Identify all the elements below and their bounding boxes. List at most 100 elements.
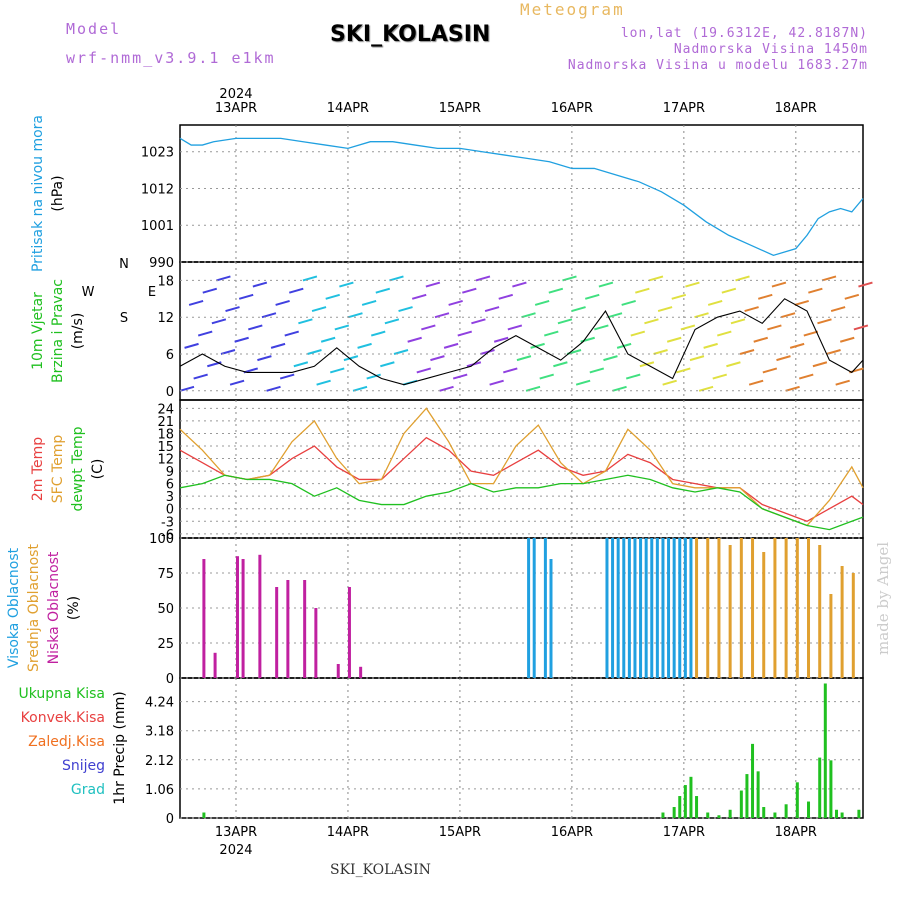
precip-bar	[823, 683, 827, 818]
wind-barb	[835, 379, 850, 386]
y-tick-label: 3.18	[145, 725, 174, 740]
wind-barb	[534, 299, 550, 306]
cloud-bar	[795, 538, 799, 678]
cloud-bar	[616, 538, 620, 678]
y-axis-label: (%)	[66, 596, 82, 620]
cloud-bar	[359, 666, 363, 678]
cloud-bar	[650, 538, 654, 678]
bottom-day-label: 15APR	[439, 825, 481, 840]
wind-barb	[334, 324, 350, 331]
wind-barb	[370, 330, 386, 337]
cloud-bar	[751, 538, 755, 678]
wind-barb	[266, 385, 281, 392]
pressure-line	[179, 137, 864, 257]
wind-barb	[621, 299, 636, 306]
wind-barb	[767, 324, 782, 331]
precip-legend-label: Konvek.Kisa	[21, 710, 105, 726]
top-day-label: 17APR	[663, 101, 705, 116]
y-axis-label: 2m Temp	[30, 437, 46, 501]
cloud-bar	[622, 538, 626, 678]
wind-barb	[698, 385, 714, 392]
wind-barb	[475, 275, 491, 282]
wind-barb	[707, 299, 723, 306]
y-tick-label: 21	[157, 415, 174, 430]
panel-frame-4	[179, 677, 864, 819]
precip-legend-label: Snijeg	[62, 758, 105, 774]
panel-frame-0	[179, 124, 864, 263]
cloud-bar	[241, 559, 245, 678]
wind-barb	[234, 336, 249, 343]
cloud-bar	[683, 538, 687, 678]
cloud-bar	[739, 538, 743, 678]
wind-barb	[694, 312, 709, 319]
cloud-bar	[235, 556, 239, 678]
top-day-label: 13APR	[215, 101, 257, 116]
precip-bar	[739, 790, 743, 818]
wind-barb	[229, 379, 245, 386]
wind-barb	[635, 287, 650, 294]
wind-barb	[434, 312, 450, 319]
wind-barb	[789, 342, 805, 349]
wind-barb	[785, 385, 800, 392]
wind-barb	[220, 349, 236, 355]
wind-barb	[316, 379, 331, 386]
wind-barb	[607, 312, 623, 319]
cloud-bar	[627, 538, 631, 678]
wind-barb	[261, 312, 277, 319]
wind-barb	[803, 330, 819, 337]
wind-barb	[821, 275, 837, 282]
model-name: wrf-nmm_v3.9.1 e1km	[66, 49, 276, 67]
wind-barb	[676, 367, 691, 374]
wind-barb	[452, 373, 468, 380]
precip-bar	[756, 771, 760, 818]
wind-barb	[662, 379, 677, 386]
temp-line-0	[179, 436, 864, 522]
wind-barb	[812, 361, 828, 368]
wind-barb	[329, 367, 345, 374]
wind-barb	[270, 342, 286, 349]
cloud-bar	[784, 538, 788, 678]
cloud-bar	[611, 538, 615, 678]
wind-barb	[248, 324, 263, 331]
wind-barb	[826, 349, 841, 355]
compass-label: S	[120, 311, 128, 326]
precip-bar	[795, 782, 799, 818]
y-tick-label: 2.12	[145, 754, 174, 769]
chart-title: SKI_KOLASIN	[330, 22, 491, 47]
wind-barb	[717, 330, 732, 337]
precip-legend-label: Ukupna Kisa	[18, 686, 105, 702]
wind-barb	[462, 287, 477, 294]
wind-barb	[366, 373, 381, 380]
wind-barb	[257, 355, 272, 362]
precip-legend-label: Grad	[71, 782, 105, 798]
wind-barb	[425, 281, 441, 288]
wind-barb	[625, 373, 641, 380]
wind-barb	[202, 287, 218, 294]
precip-bar	[706, 812, 710, 818]
cloud-bar	[347, 587, 351, 678]
cloud-bar	[314, 608, 318, 678]
precip-bar	[818, 757, 822, 818]
precip-bar	[835, 809, 839, 818]
wind-barb	[776, 355, 791, 362]
precip-bar	[857, 809, 861, 818]
altitude-label: Nadmorska Visina 1450m	[673, 42, 868, 57]
wind-barb	[575, 379, 591, 386]
y-axis-label: (m/s)	[70, 313, 86, 350]
wind-barb	[193, 373, 208, 380]
cloud-bar	[286, 580, 290, 678]
wind-barb	[289, 287, 304, 294]
wind-barb	[302, 275, 318, 282]
cloud-bar	[728, 545, 732, 678]
model-altitude-label: Nadmorska Visina u modelu 1683.27m	[567, 58, 868, 73]
cloud-bar	[605, 538, 609, 678]
wind-barb	[680, 324, 696, 331]
wind-barb	[188, 299, 204, 306]
wind-barb	[830, 306, 846, 313]
cloud-bar	[549, 559, 553, 678]
y-axis-label: (C)	[90, 459, 106, 480]
wind-barb	[653, 349, 668, 355]
precip-bar	[689, 776, 693, 818]
wind-barb	[430, 355, 445, 362]
y-axis-label: SFC Temp	[50, 435, 66, 504]
